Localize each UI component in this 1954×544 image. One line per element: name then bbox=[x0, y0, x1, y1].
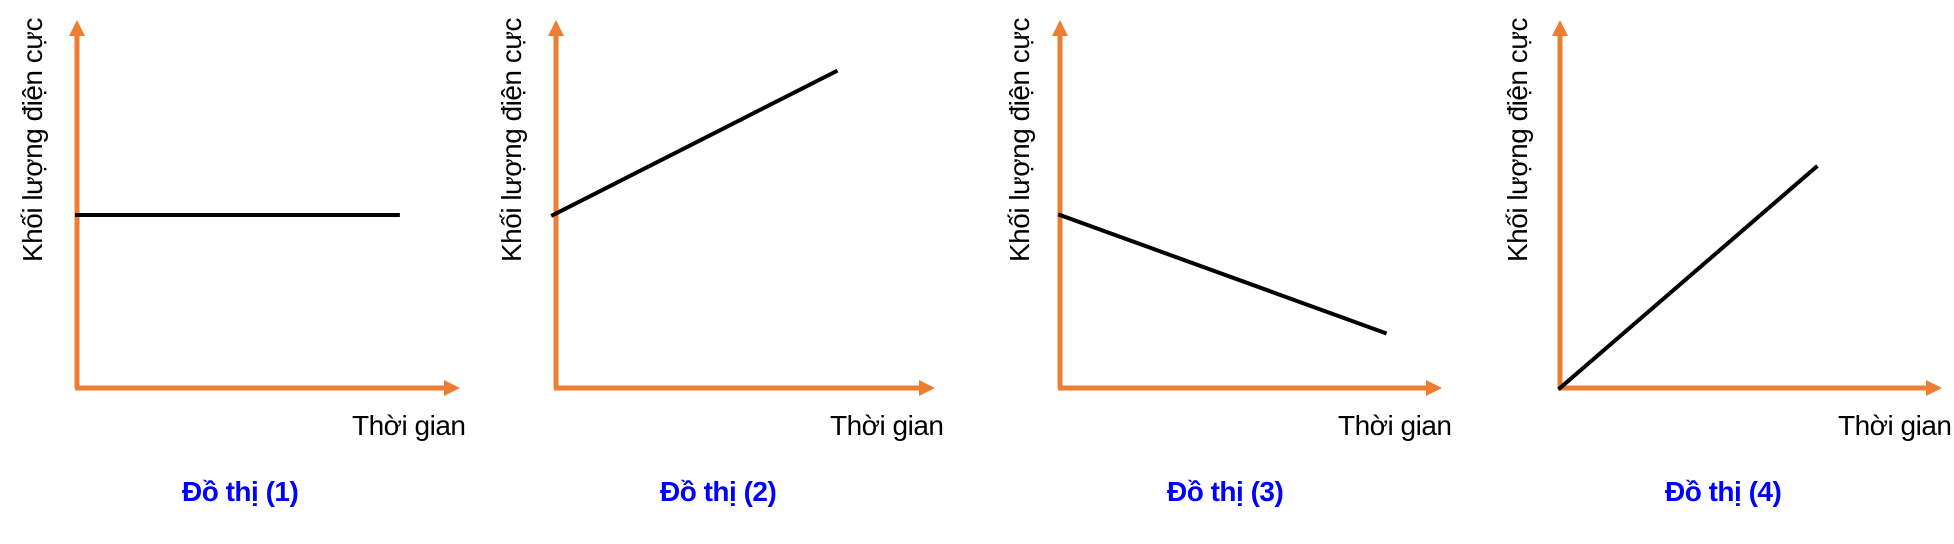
y-axis bbox=[69, 20, 85, 388]
y-axis bbox=[1052, 20, 1068, 388]
x-axis bbox=[75, 380, 460, 396]
chart-3-plot bbox=[1052, 20, 1442, 396]
data-line bbox=[550, 68, 839, 218]
y-axis-label: Khối lượng điện cực bbox=[17, 17, 48, 262]
y-axis-arrow-icon bbox=[1052, 20, 1068, 36]
x-axis-arrow-icon bbox=[444, 380, 460, 396]
y-axis-label: Khối lượng điện cực bbox=[1004, 17, 1035, 262]
chart-panel-2: Khối lượng điện cực Thời gian Đồ thị (2) bbox=[480, 0, 968, 544]
x-axis-arrow-icon bbox=[1926, 380, 1942, 396]
x-axis-label: Thời gian bbox=[352, 410, 466, 441]
y-axis-label: Khối lượng điện cực bbox=[496, 17, 527, 262]
x-axis bbox=[1058, 380, 1442, 396]
chart-2-plot bbox=[548, 20, 935, 396]
chart-caption: Đồ thị (4) bbox=[1665, 476, 1782, 507]
chart-panel-4: Khối lượng điện cực Thời gian Đồ thị (4) bbox=[1480, 0, 1954, 544]
chart-panel-3: Khối lượng điện cực Thời gian Đồ thị (3) bbox=[980, 0, 1468, 544]
chart-4-plot bbox=[1552, 20, 1942, 396]
y-axis-arrow-icon bbox=[69, 20, 85, 36]
y-axis bbox=[1552, 20, 1568, 388]
chart-1-plot bbox=[69, 20, 460, 396]
data-line bbox=[1057, 212, 1388, 336]
y-axis bbox=[548, 20, 564, 388]
x-axis-arrow-icon bbox=[1426, 380, 1442, 396]
x-axis-label: Thời gian bbox=[1838, 410, 1952, 441]
y-axis-label: Khối lượng điện cực bbox=[1502, 17, 1533, 262]
x-axis bbox=[1558, 380, 1942, 396]
chart-panel-1: Khối lượng điện cực Thời gian Đồ thị (1) bbox=[0, 0, 488, 544]
chart-caption: Đồ thị (1) bbox=[182, 476, 299, 507]
x-axis-label: Thời gian bbox=[830, 410, 944, 441]
x-axis-arrow-icon bbox=[919, 380, 935, 396]
chart-caption: Đồ thị (3) bbox=[1167, 476, 1284, 507]
chart-caption: Đồ thị (2) bbox=[660, 476, 777, 507]
y-axis-arrow-icon bbox=[1552, 20, 1568, 36]
data-line bbox=[1557, 164, 1819, 391]
x-axis bbox=[554, 380, 935, 396]
x-axis-label: Thời gian bbox=[1338, 410, 1452, 441]
y-axis-arrow-icon bbox=[548, 20, 564, 36]
